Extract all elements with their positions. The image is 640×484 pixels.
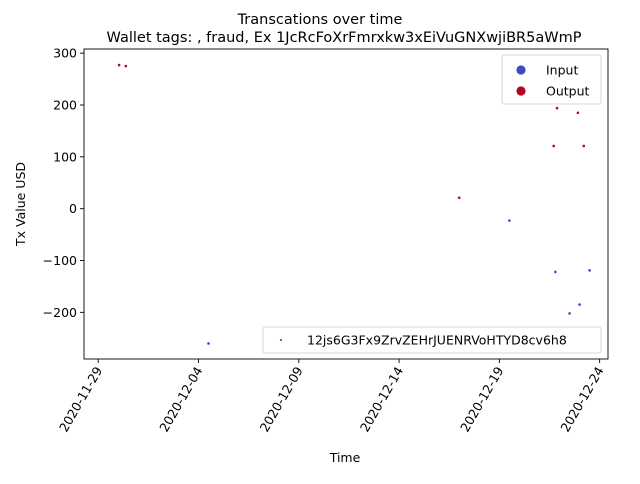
legend-output-label: Output [546,84,590,99]
point-input-4 [578,303,581,306]
legend-main-frame [501,54,602,105]
y-tick-label-4: −100 [43,253,77,268]
point-output-2 [457,196,461,200]
legend-input-label: Input [546,63,578,78]
y-tick-label-2: 100 [53,149,77,164]
point-output-5 [576,111,580,115]
y-tick-label-3: 0 [69,201,77,216]
x-axis-label: Time [329,450,361,465]
legend-input-marker [516,65,526,75]
chart-title: Wallet tags: , fraud, Ex 1JcRcFoXrFmrxkw… [107,30,582,46]
point-output-1 [124,64,128,68]
chart-suptitle: Transcations over time [237,12,403,28]
legend-wallet-label: 12js6G3Fx9ZrvZEHrJUENRVoHTYD8cv6h8 [307,333,567,348]
legend-secondary-frame [262,326,602,354]
legend-output-marker [516,86,526,96]
y-tick-label-1: 200 [53,97,77,112]
plot-area [83,48,609,360]
y-tick-label-5: −200 [43,305,77,320]
point-input-5 [588,269,591,272]
point-output-4 [555,106,559,110]
point-output-0 [117,63,121,67]
y-axis: 300 200 100 0 −100 −200 [43,46,84,320]
point-input-3 [568,312,571,315]
y-tick-label-0: 300 [53,46,77,61]
legend-main: Input Output [501,54,602,105]
point-input-2 [554,270,557,274]
legend-secondary: 12js6G3Fx9ZrvZEHrJUENRVoHTYD8cv6h8 [262,326,602,354]
point-output-3 [552,144,555,148]
axes-frame [83,48,609,360]
point-output-6 [582,144,586,148]
data-points [117,63,591,345]
point-input-0 [207,342,210,345]
legend-wallet-marker [279,338,283,342]
point-input-1 [508,219,511,222]
y-axis-label: Tx Value USD [13,162,28,247]
